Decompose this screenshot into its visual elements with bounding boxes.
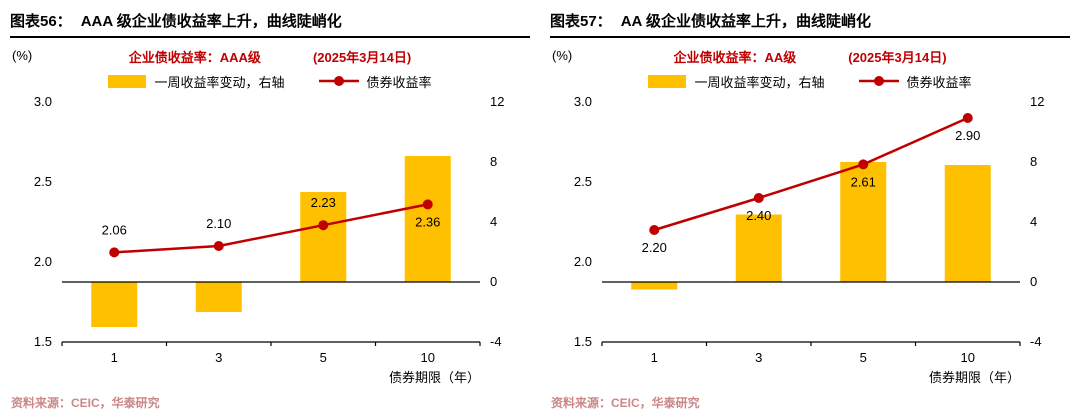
chart-subtitle: 企业债收益率：AA级 [673,49,797,65]
x-tick-label: 3 [215,350,222,365]
bar [91,282,138,327]
legend-label-bar: 一周收益率变动，右轴 [154,74,285,90]
bar [300,192,347,282]
left-axis-tick-label: 2.0 [34,254,52,269]
data-point [753,193,764,203]
data-label: 2.61 [851,174,876,189]
title-divider [550,36,1070,38]
left-axis-tick-label: 2.5 [34,174,52,189]
figure-label: 图表56： [10,13,72,30]
source-note: 资料来源：CEIC，华泰研究 [550,394,1070,411]
right-axis-tick-label: 4 [1030,214,1037,229]
data-label: 2.20 [642,240,667,255]
x-tick-label: 5 [320,350,327,365]
chart-header: (%) 企业债收益率：AA级 (2025年3月14日) [550,47,1070,65]
chart-panel-57: 图表57： AA 级企业债收益率上升，曲线陡峭化 (%) 企业债收益率：AA级 (… [540,0,1080,419]
x-tick-label: 10 [421,350,435,365]
left-axis-unit-label: (%) [552,48,573,63]
legend: 一周收益率变动，右轴 债券收益率 [10,72,530,90]
chart-date: (2025年3月14日) [848,49,947,65]
data-point [109,247,120,258]
chart-subtitle: 企业债收益率：AAA级 [128,49,261,65]
right-axis-tick-label: 0 [1030,274,1037,289]
line-swatch [318,76,359,86]
data-point [858,159,869,170]
legend-item-line: 债券收益率 [858,72,972,91]
data-point [649,225,660,235]
right-axis-tick-label: 12 [1030,94,1044,109]
legend-item-bar: 一周收益率变动，右轴 [108,72,285,91]
legend-item-bar: 一周收益率变动，右轴 [648,72,825,91]
data-point [318,220,329,231]
left-axis-tick-label: 1.5 [34,334,52,349]
left-axis-tick-label: 1.5 [574,334,592,349]
source-text: 资料来源：CEIC，华泰研究 [551,396,700,410]
left-axis-unit-label: (%) [12,48,33,63]
x-tick-label: 3 [755,350,762,365]
yield-line [114,203,428,254]
right-axis-tick-label: -4 [490,334,502,349]
figure-title: 图表56： AAA 级企业债收益率上升，曲线陡峭化 [10,6,530,36]
data-label: 2.10 [206,216,231,231]
figure-title: 图表57： AA 级企业债收益率上升，曲线陡峭化 [550,6,1070,36]
x-tick-label: 5 [860,350,867,365]
right-axis-tick-label: 0 [490,274,497,289]
data-label: 2.40 [746,208,771,223]
bar-swatch [108,74,147,88]
bar-swatch [648,74,687,88]
legend: 一周收益率变动，右轴 债券收益率 [550,72,1070,90]
chart-plot: 债券期限（年） 3.0 2.5 2.0 1.5 12 8 4 0 -4 1 3 5 10 2.06 2.10… [34,94,505,385]
chart-header: (%) 企业债收益率：AAA级 (2025年3月14日) [10,47,530,65]
figure-label: 图表57： [550,13,612,30]
data-point [213,241,224,251]
figure-title-text: AA 级企业债收益率上升，曲线陡峭化 [620,13,871,30]
bar [840,162,887,282]
chart-panel-56: 图表56： AAA 级企业债收益率上升，曲线陡峭化 (%) 企业债收益率：AAA级… [10,6,530,411]
right-axis-tick-label: 8 [1030,154,1037,169]
left-axis-tick-label: 2.5 [574,174,592,189]
bar [944,165,991,282]
line-swatch [858,76,899,86]
yield-line [653,116,969,232]
legend-label-line: 债券收益率 [366,74,432,90]
right-axis-tick-label: 8 [490,154,497,169]
right-axis-tick-label: 4 [490,214,497,229]
chart-plot: 债券期限（年） 3.0 2.5 2.0 1.5 12 8 4 0 -4 1 3 5 10 2.20 2.40… [574,94,1045,385]
right-axis-tick-label: 12 [490,94,504,109]
data-point [422,199,433,210]
title-divider [10,36,530,38]
legend-item-line: 债券收益率 [318,72,432,91]
x-axis-title: 债券期限（年） [929,370,1020,385]
bar [735,214,782,282]
left-axis-tick-label: 2.0 [574,254,592,269]
source-text: 资料来源：CEIC，华泰研究 [11,396,160,410]
data-label: 2.23 [311,195,336,210]
right-axis-tick-label: -4 [1030,334,1042,349]
legend-label-line: 债券收益率 [906,74,972,90]
legend-label-bar: 一周收益率变动，右轴 [694,74,825,90]
chart-date: (2025年3月14日) [312,49,412,65]
data-point [962,113,973,123]
x-tick-label: 1 [111,350,118,365]
x-tick-label: 10 [961,350,975,365]
bar [195,282,242,312]
left-axis-tick-label: 3.0 [574,94,592,109]
x-axis-title: 债券期限（年） [389,370,480,385]
left-axis-tick-label: 3.0 [34,94,52,109]
figure-title-text: AAA 级企业债收益率上升，曲线陡峭化 [80,13,342,30]
data-label: 2.90 [955,128,980,143]
bar [404,156,451,282]
data-label: 2.36 [415,214,440,229]
bar [631,282,678,290]
data-label: 2.06 [102,222,127,237]
source-note: 资料来源：CEIC，华泰研究 [10,394,530,411]
x-tick-label: 1 [651,350,658,365]
